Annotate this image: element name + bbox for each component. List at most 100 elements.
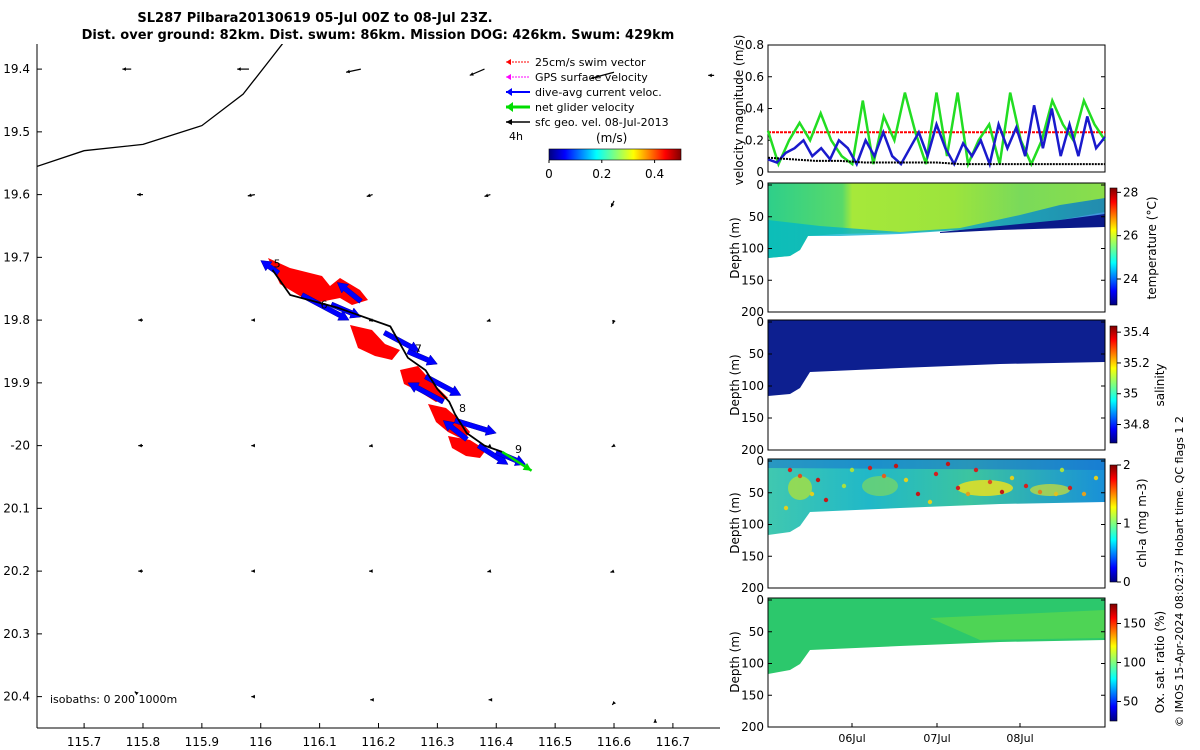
geo-vector-arrow bbox=[251, 443, 255, 448]
chla-sample-dot bbox=[903, 477, 909, 483]
map-xtick-label: 116.2 bbox=[361, 735, 395, 749]
chla-sample-dot bbox=[999, 489, 1005, 495]
glider-track bbox=[271, 269, 503, 453]
velocity-ytick-label: 0.8 bbox=[745, 38, 764, 52]
speed-cbar-tick-label: 0.4 bbox=[645, 167, 664, 181]
map-ytick-label: 19.8 bbox=[3, 313, 30, 327]
legend-swim-vector: 25cm/s swim vector bbox=[506, 56, 646, 69]
oxygen-panel: 0 50 100 150 200 06Jul 07Jul 08Jul Depth (m) 5… bbox=[728, 593, 1167, 745]
chla-sample-dot bbox=[973, 467, 979, 473]
oxygen-upper-patch bbox=[930, 610, 1105, 640]
chla-sample-dot bbox=[1053, 491, 1059, 497]
geo-vector-arrow bbox=[612, 319, 616, 325]
swim-vector-cloud bbox=[268, 258, 486, 458]
salinity-cbar-tick-label: 35 bbox=[1123, 387, 1138, 401]
geo-vector-arrow bbox=[345, 68, 361, 74]
salinity-ytick-label: 100 bbox=[741, 379, 764, 393]
time-xtick-label: 08Jul bbox=[1006, 732, 1033, 745]
coastline bbox=[37, 44, 284, 168]
current-vector-arrow bbox=[454, 417, 497, 436]
chla-sample-dots bbox=[783, 461, 1099, 511]
velocity-series-line bbox=[766, 92, 1107, 169]
geo-vector-arrow bbox=[138, 443, 143, 448]
net-vector-arrow bbox=[501, 450, 533, 472]
chla-sample-dot bbox=[849, 467, 855, 473]
oxygen-ytick-label: 0 bbox=[756, 593, 764, 607]
chla-sample-dot bbox=[783, 505, 789, 511]
chla-sample-dot bbox=[881, 473, 887, 479]
geo-vector-arrow bbox=[488, 697, 493, 702]
chla-sample-dot bbox=[1009, 475, 1015, 481]
temperature-cbar-label: temperature (°C) bbox=[1145, 197, 1159, 300]
temperature-cbar-tick-label: 26 bbox=[1123, 229, 1138, 243]
map-ytick-label: 20.1 bbox=[3, 501, 30, 515]
current-vector-arrow bbox=[300, 292, 350, 321]
chla-sample-dot bbox=[955, 485, 961, 491]
geo-vector-arrow bbox=[487, 569, 492, 573]
chla-sample-dot bbox=[867, 465, 873, 471]
chla-ytick-label: 200 bbox=[741, 581, 764, 595]
legend-interval: 4h bbox=[509, 130, 523, 143]
svg-text:net glider velocity: net glider velocity bbox=[535, 101, 635, 114]
temperature-axes bbox=[767, 182, 1106, 313]
temperature-cold-layer bbox=[940, 214, 1105, 233]
oxygen-colorbar bbox=[1109, 603, 1118, 722]
time-xtick-label: 07Jul bbox=[923, 732, 950, 745]
current-vector-arrow bbox=[406, 348, 438, 366]
chla-yticks: 0 50 100 150 200 bbox=[741, 454, 1105, 595]
net-glider-vector bbox=[501, 450, 533, 472]
salinity-cbar-tick-label: 34.8 bbox=[1123, 418, 1150, 432]
geo-vector-arrow bbox=[251, 318, 255, 322]
velocity-axes bbox=[767, 44, 1106, 173]
map-ytick-label: 19.7 bbox=[3, 250, 30, 264]
chart-title-line2: Dist. over ground: 82km. Dist. swum: 86k… bbox=[82, 28, 675, 43]
chla-sample-dot bbox=[841, 483, 847, 489]
velocity-yticks: 0 0.2 0.4 0.6 0.8 bbox=[745, 38, 1105, 179]
chla-colorbar-ticks: 0 1 2 bbox=[1117, 458, 1131, 589]
speed-colorbar bbox=[548, 148, 682, 161]
speed-cbar-tick-label: 0.2 bbox=[592, 167, 611, 181]
map-xtick-label: 115.7 bbox=[67, 735, 101, 749]
geo-vector-arrow bbox=[122, 67, 132, 71]
velocity-series bbox=[766, 92, 1107, 169]
salinity-ytick-label: 150 bbox=[741, 411, 764, 425]
temperature-yticks: 0 50 100 150 200 bbox=[741, 178, 1105, 319]
svg-text:25cm/s swim vector: 25cm/s swim vector bbox=[535, 56, 646, 69]
day-marker-label: 8 bbox=[459, 402, 466, 415]
geo-vector-arrow bbox=[237, 67, 249, 71]
chla-sample-dot bbox=[823, 497, 829, 503]
chla-ytick-label: 150 bbox=[741, 549, 764, 563]
velocity-ytick-label: 0.4 bbox=[745, 102, 764, 116]
geo-vector-arrow bbox=[137, 192, 143, 197]
map-ytick-label: 20.3 bbox=[3, 627, 30, 641]
oxygen-ytick-label: 50 bbox=[749, 625, 764, 639]
chla-sample-dot bbox=[1023, 483, 1029, 489]
map-ytick-label: 19.4 bbox=[3, 62, 30, 76]
salinity-ytick-label: 0 bbox=[756, 315, 764, 329]
oxygen-cbar-tick-label: 100 bbox=[1123, 656, 1146, 670]
temperature-thermocline bbox=[768, 198, 1105, 258]
geo-vector-arrow bbox=[251, 569, 255, 573]
chla-ylabel: Depth (m) bbox=[728, 492, 742, 553]
salinity-ylabel: Depth (m) bbox=[728, 354, 742, 415]
salinity-cbar-tick-label: 35.2 bbox=[1123, 356, 1150, 370]
velocity-panel: 0 0.2 0.4 0.6 0.8 velocity magnitude (m/s) bbox=[732, 35, 1107, 185]
day-marker-label: 9 bbox=[515, 443, 522, 456]
geo-vector-arrow bbox=[369, 569, 373, 573]
oxygen-cbar-label: Ox. sat. ratio (%) bbox=[1153, 611, 1167, 713]
oxygen-ytick-label: 100 bbox=[741, 657, 764, 671]
geostrophic-vectors bbox=[122, 67, 715, 723]
chla-sample-dot bbox=[915, 491, 921, 497]
geo-vector-arrow bbox=[247, 193, 255, 198]
chla-sample-dot bbox=[893, 463, 899, 469]
geo-vector-arrow bbox=[611, 443, 616, 448]
chla-sample-dot bbox=[797, 473, 803, 479]
legend-net-velocity: net glider velocity bbox=[506, 101, 635, 114]
oxygen-ytick-label: 200 bbox=[741, 720, 764, 734]
chla-panel: 0 50 100 150 200 Depth (m) 0 1 2 chl-a (mg m-3… bbox=[728, 454, 1149, 595]
map-ytick-label: -20 bbox=[10, 439, 30, 453]
geo-vector-arrow bbox=[611, 700, 617, 706]
temperature-ytick-label: 100 bbox=[741, 242, 764, 256]
credit-text: © IMOS 15-Apr-2024 08:02:37 Hobart time.… bbox=[1173, 416, 1186, 727]
